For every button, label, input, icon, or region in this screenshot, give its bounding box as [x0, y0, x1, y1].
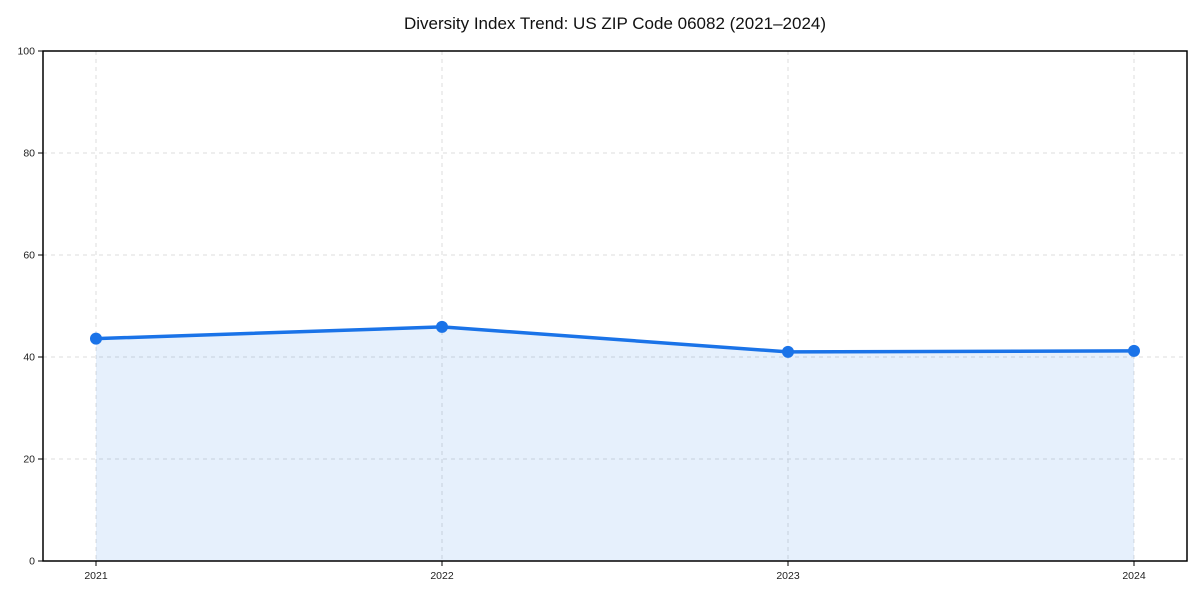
- y-tick-label: 20: [23, 454, 35, 466]
- chart-title: Diversity Index Trend: US ZIP Code 06082…: [403, 14, 827, 33]
- data-point-2023: [782, 345, 794, 358]
- trend-line: [94, 325, 1136, 354]
- data-point-2022: [436, 320, 448, 333]
- x-tick-label: 2022: [430, 570, 454, 582]
- x-tick-label: 2021: [84, 570, 108, 582]
- y-tick-label: 0: [29, 556, 35, 568]
- plot-border: [42, 50, 1188, 562]
- y-tick-label: 40: [23, 352, 35, 364]
- x-tick-label: 2023: [776, 570, 800, 582]
- y-tick-label: 100: [17, 46, 35, 58]
- y-tick-label: 80: [23, 148, 35, 160]
- data-point-2021: [90, 332, 102, 345]
- x-tick-label: 2024: [1122, 570, 1146, 582]
- area-fill: [96, 326, 1134, 561]
- data-point-2024: [1128, 344, 1140, 357]
- y-tick-label: 60: [23, 250, 35, 262]
